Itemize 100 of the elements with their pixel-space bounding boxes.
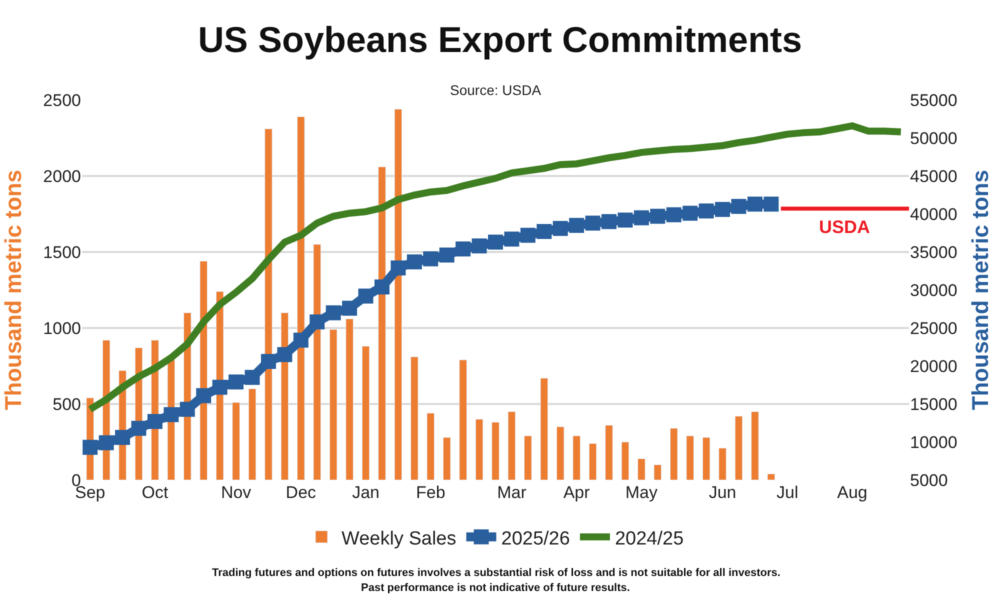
- point: [520, 228, 536, 243]
- bar: [232, 402, 240, 480]
- point: [439, 248, 454, 263]
- point: [715, 202, 730, 217]
- point: [666, 207, 682, 222]
- bar: [572, 436, 580, 480]
- point: [342, 300, 358, 316]
- x-tick-label: Aug: [837, 483, 868, 502]
- y2-tick-label: 5000: [910, 470, 948, 490]
- point: [277, 347, 292, 362]
- y2-tick-label: 35000: [910, 242, 958, 262]
- bar: [475, 418, 484, 480]
- point: [115, 430, 130, 445]
- point: [634, 210, 649, 226]
- point: [406, 254, 422, 270]
- x-tick-label: Jun: [708, 483, 736, 502]
- bar: [751, 411, 759, 480]
- point: [244, 370, 260, 385]
- x-tick-label: Jul: [776, 483, 798, 502]
- point: [358, 288, 374, 304]
- bar: [264, 128, 272, 480]
- point: [536, 224, 552, 239]
- point: [602, 214, 617, 230]
- x-tick-label: Dec: [286, 483, 317, 502]
- bar: [524, 436, 532, 480]
- y2-tick-label: 30000: [910, 280, 958, 300]
- bar: [734, 416, 743, 480]
- point: [98, 435, 114, 450]
- point: [504, 232, 520, 247]
- bar: [556, 426, 564, 480]
- bar: [248, 388, 256, 480]
- point: [618, 212, 633, 228]
- bar: [346, 318, 354, 480]
- text: Trading futures and options on futures involves a substantial risk of loss and is not suitable for all investors.: [212, 567, 780, 579]
- bar: [638, 458, 646, 480]
- y2-axis-title: Thousand metric tons: [966, 170, 993, 410]
- point: [228, 374, 244, 390]
- x-tick-label: Jan: [352, 483, 380, 502]
- y2-tick-label: 25000: [910, 318, 958, 338]
- bar: [621, 442, 630, 480]
- bar: [702, 437, 710, 480]
- point: [212, 380, 228, 395]
- legend-label: Weekly Sales: [342, 528, 456, 550]
- point: [764, 196, 779, 212]
- y2-tick-label: 15000: [910, 394, 958, 414]
- ref-line-label: USDA: [819, 217, 870, 237]
- point: [682, 206, 698, 221]
- point: [650, 208, 666, 224]
- x-tick-label: Oct: [142, 483, 168, 502]
- y-tick-label: 500: [52, 394, 81, 414]
- point: [731, 198, 746, 214]
- y-tick-label: 1500: [43, 242, 81, 262]
- text: Past performance is not indicative of future results.: [361, 582, 630, 594]
- point: [260, 354, 276, 369]
- point: [82, 440, 98, 455]
- bar: [605, 425, 613, 480]
- y2-tick-label: 10000: [910, 432, 958, 452]
- bar: [329, 329, 338, 480]
- bar: [718, 448, 726, 480]
- legend-label: 2025/26: [501, 528, 570, 550]
- point: [456, 241, 471, 256]
- x-tick-label: Nov: [220, 483, 252, 502]
- point: [374, 279, 390, 294]
- bar: [540, 378, 548, 480]
- point: [390, 260, 406, 276]
- y2-tick-label: 55000: [910, 90, 958, 110]
- x-tick-label: Feb: [416, 483, 446, 502]
- y2-tick-label: 20000: [910, 356, 958, 376]
- x-tick-label: Mar: [497, 483, 527, 502]
- point: [326, 305, 341, 320]
- point: [747, 196, 762, 212]
- bar: [362, 346, 370, 480]
- point: [131, 420, 146, 436]
- point: [164, 407, 179, 422]
- bar: [459, 360, 467, 480]
- y2-tick-label: 40000: [910, 204, 958, 224]
- point: [472, 238, 487, 254]
- point: [310, 314, 325, 330]
- legend-label: 2024/25: [614, 528, 684, 550]
- bar: [508, 411, 516, 480]
- point: [488, 234, 503, 250]
- bar: [492, 422, 500, 480]
- point: [698, 203, 714, 218]
- x-tick-label: May: [625, 483, 658, 502]
- x-tick-label: Apr: [563, 483, 590, 502]
- bar: [654, 464, 662, 480]
- point: [423, 251, 438, 266]
- point: [569, 218, 584, 233]
- bar: [313, 244, 322, 480]
- chart-title: US Soybeans Export Commitments: [198, 19, 802, 60]
- point: [585, 216, 600, 231]
- bar: [426, 412, 435, 480]
- bar: [378, 166, 386, 480]
- y-tick-label: 2000: [43, 166, 81, 186]
- bar: [297, 116, 305, 480]
- bar: [410, 356, 418, 480]
- bar: [394, 108, 402, 480]
- y2-tick-label: 45000: [910, 166, 958, 186]
- y-tick-label: 2500: [43, 90, 81, 110]
- point: [293, 332, 308, 348]
